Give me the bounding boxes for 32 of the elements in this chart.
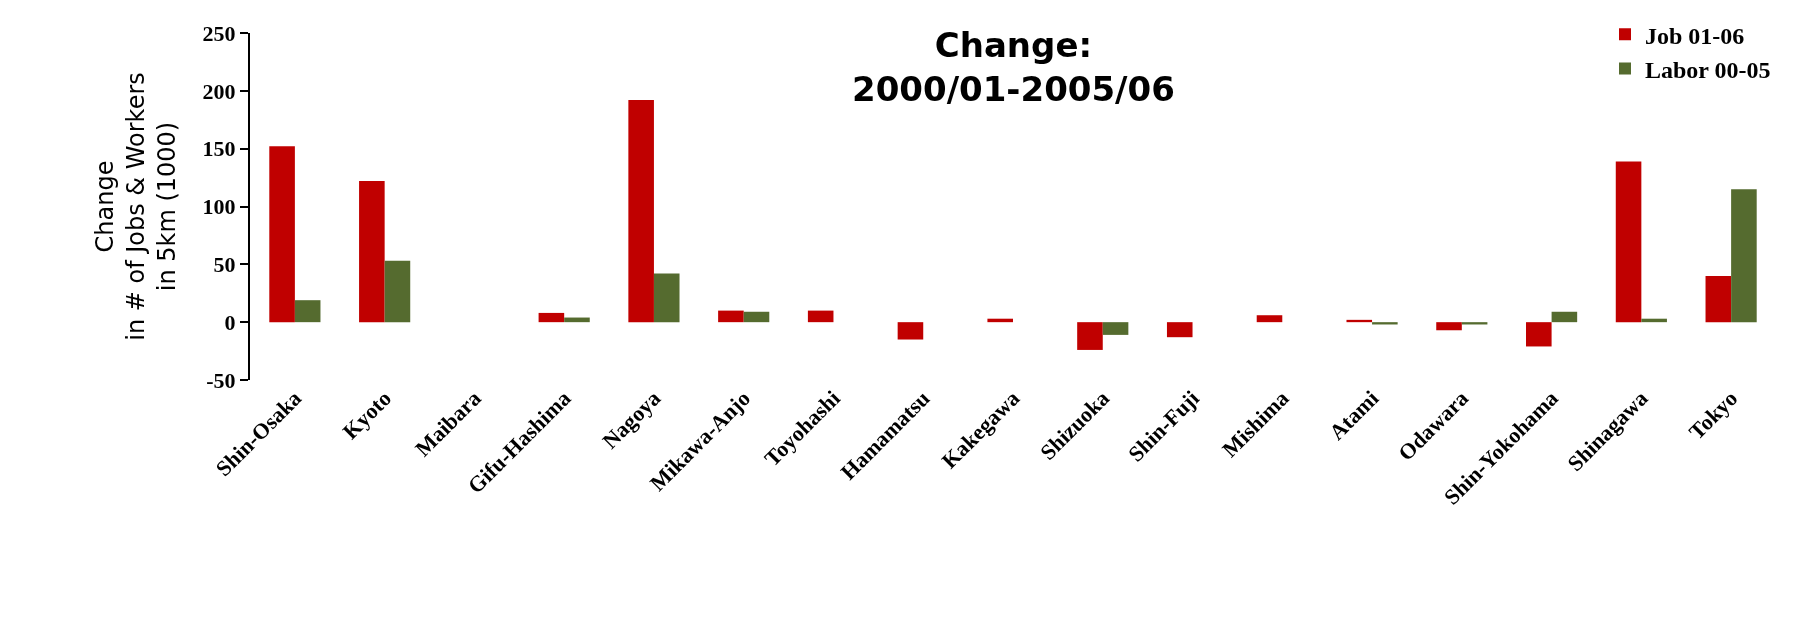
- bar: [897, 322, 924, 340]
- bar: [807, 310, 834, 323]
- y-tick-label: 100: [202, 194, 236, 220]
- bar: [653, 273, 680, 323]
- y-tick-label: 150: [202, 136, 236, 162]
- bar: [743, 311, 770, 323]
- bar: [1436, 322, 1462, 331]
- y-tick-label: 0: [224, 309, 236, 335]
- bar: [1102, 322, 1129, 335]
- y-tick-label: 200: [202, 78, 236, 104]
- y-tick-label: 50: [213, 252, 236, 278]
- bar: [294, 300, 321, 323]
- bar: [538, 312, 565, 323]
- y-axis-title: Change in # of Jobs & Workers in 5km (1000): [90, 72, 182, 341]
- bar: [1615, 161, 1642, 323]
- bar: [628, 100, 654, 323]
- text: Change: 2000/01-2005/06: [852, 25, 1175, 110]
- bar: [718, 310, 744, 323]
- bar: [1551, 311, 1578, 323]
- y-tick-label: 250: [202, 20, 236, 46]
- bar: [359, 181, 385, 323]
- bar: [384, 260, 411, 323]
- bar: [1526, 322, 1552, 347]
- bar: [1166, 322, 1193, 338]
- legend-label: Job 01-06: [1645, 22, 1745, 49]
- bar: [1705, 275, 1732, 323]
- bar: [269, 146, 295, 323]
- bar: [1077, 322, 1103, 350]
- y-tick-label: -50: [206, 367, 236, 393]
- bar: [1256, 315, 1283, 323]
- legend-label: Labor 00-05: [1645, 56, 1771, 83]
- bar: [1731, 189, 1757, 323]
